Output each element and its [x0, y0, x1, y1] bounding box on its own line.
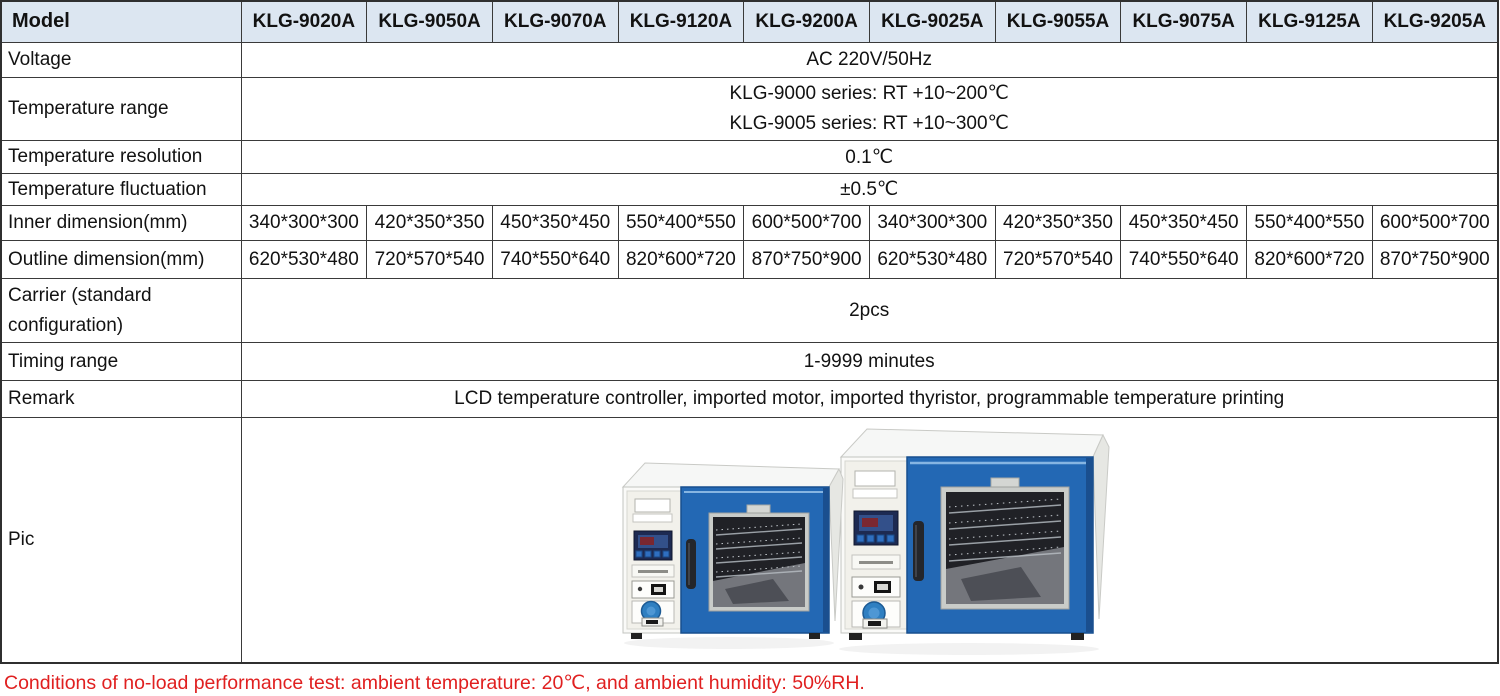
model-name-cell: KLG-9200A [743, 0, 870, 43]
outline-dimension-cell: 620*530*480 [240, 240, 368, 280]
spec-row-outline-dimension: Outline dimension(mm) 620*530*480 720*57… [0, 240, 1499, 280]
row-label-outline-dimension: Outline dimension(mm) [0, 240, 242, 280]
spec-row-carrier: Carrier (standard configuration) 2pcs [0, 278, 1499, 344]
model-name-cell: KLG-9070A [491, 0, 619, 43]
spec-row-inner-dimension: Inner dimension(mm) 340*300*300 420*350*… [0, 205, 1499, 242]
inner-dimension-cell: 450*350*450 [491, 205, 619, 242]
spec-row-temperature-resolution: Temperature resolution 0.1℃ [0, 140, 1499, 174]
row-label-timing-range: Timing range [0, 342, 242, 382]
outline-dimension-cell: 740*550*640 [491, 240, 619, 280]
row-label-remark: Remark [0, 380, 242, 419]
spec-row-temperature-range: Temperature range KLG-9000 series: RT +1… [0, 76, 1499, 142]
row-label-temperature-resolution: Temperature resolution [0, 140, 242, 174]
outline-dimension-cell: 870*750*900 [743, 240, 870, 280]
inner-dimension-cell: 550*400*550 [1246, 205, 1373, 242]
product-photo-drying-ovens [622, 428, 1110, 656]
model-name-cell: KLG-9125A [1246, 0, 1373, 43]
outline-dimension-cell: 740*550*640 [1120, 240, 1247, 280]
voltage-value: AC 220V/50Hz [240, 41, 1499, 78]
test-conditions-note: Conditions of no-load performance test: … [4, 672, 865, 695]
oven-image-small [622, 462, 844, 640]
row-label-voltage: Voltage [0, 41, 242, 78]
temperature-range-line1: KLG-9000 series: RT +10~200℃ [729, 82, 1009, 104]
inner-dimension-cell: 340*300*300 [240, 205, 368, 242]
outline-dimension-cell: 720*570*540 [366, 240, 493, 280]
model-name-cell: KLG-9050A [366, 0, 493, 43]
row-label-pic: Pic [0, 417, 242, 664]
product-photo-cell [240, 417, 1499, 664]
spec-row-pic: Pic [0, 417, 1499, 664]
model-name-cell: KLG-9055A [994, 0, 1122, 43]
carrier-value: 2pcs [240, 278, 1499, 344]
inner-dimension-cell: 420*350*350 [994, 205, 1122, 242]
table-header-row: Model KLG-9020A KLG-9050A KLG-9070A KLG-… [0, 0, 1499, 43]
model-header-label: Model [0, 0, 242, 43]
outline-dimension-cell: 870*750*900 [1371, 240, 1499, 280]
inner-dimension-cell: 340*300*300 [868, 205, 996, 242]
spec-row-temperature-fluctuation: Temperature fluctuation ±0.5℃ [0, 172, 1499, 207]
outline-dimension-cell: 620*530*480 [868, 240, 996, 280]
inner-dimension-cell: 600*500*700 [1371, 205, 1499, 242]
spec-table: Model KLG-9020A KLG-9050A KLG-9070A KLG-… [0, 0, 1499, 665]
model-name-cell: KLG-9025A [868, 0, 996, 43]
model-name-cell: KLG-9075A [1120, 0, 1247, 43]
spec-row-remark: Remark LCD temperature controller, impor… [0, 380, 1499, 419]
model-name-cell: KLG-9120A [617, 0, 745, 43]
model-name-cell: KLG-9205A [1371, 0, 1499, 43]
inner-dimension-cell: 550*400*550 [617, 205, 745, 242]
model-name-cell: KLG-9020A [240, 0, 368, 43]
inner-dimension-cell: 450*350*450 [1120, 205, 1247, 242]
row-label-carrier: Carrier (standard configuration) [0, 278, 242, 344]
spec-row-timing-range: Timing range 1-9999 minutes [0, 342, 1499, 382]
row-label-temperature-range: Temperature range [0, 76, 242, 142]
oven-image-large [840, 428, 1110, 641]
temperature-resolution-value: 0.1℃ [240, 140, 1499, 174]
temperature-range-value: KLG-9000 series: RT +10~200℃ KLG-9005 se… [240, 76, 1499, 142]
temperature-range-line2: KLG-9005 series: RT +10~300℃ [729, 112, 1009, 134]
timing-range-value: 1-9999 minutes [240, 342, 1499, 382]
inner-dimension-cell: 600*500*700 [743, 205, 870, 242]
outline-dimension-cell: 820*600*720 [617, 240, 745, 280]
inner-dimension-cell: 420*350*350 [366, 205, 493, 242]
row-label-inner-dimension: Inner dimension(mm) [0, 205, 242, 242]
row-label-temperature-fluctuation: Temperature fluctuation [0, 172, 242, 207]
spec-row-voltage: Voltage AC 220V/50Hz [0, 41, 1499, 78]
outline-dimension-cell: 720*570*540 [994, 240, 1122, 280]
temperature-fluctuation-value: ±0.5℃ [240, 172, 1499, 207]
outline-dimension-cell: 820*600*720 [1246, 240, 1373, 280]
remark-value: LCD temperature controller, imported mot… [240, 380, 1499, 419]
